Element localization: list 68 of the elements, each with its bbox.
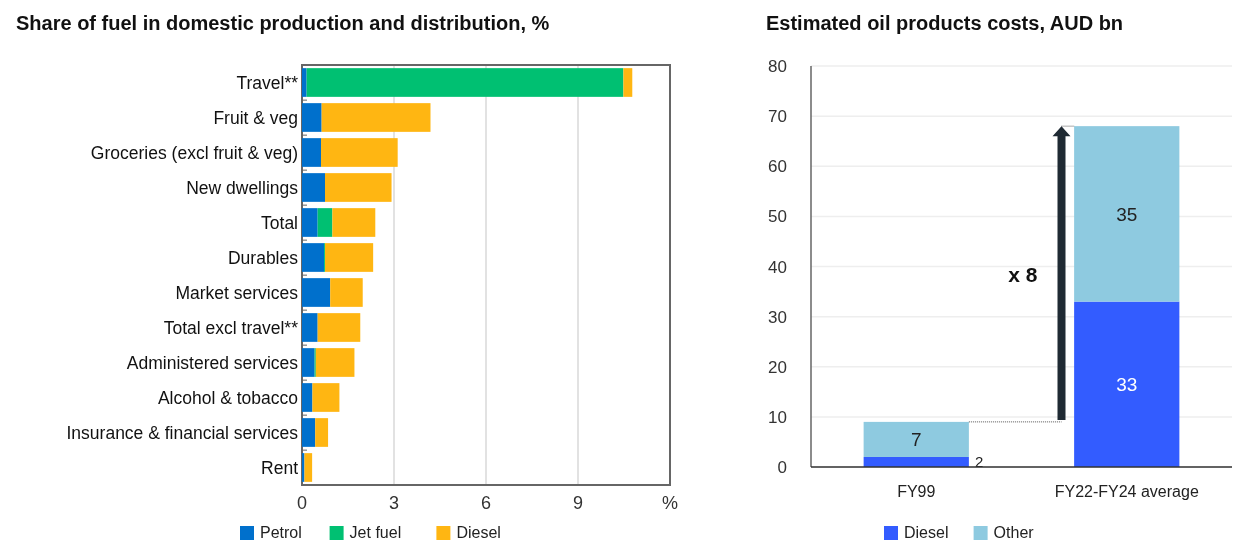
bar [302,418,316,447]
x-tick-label: 9 [572,493,584,513]
bar [302,208,318,237]
data-label: 2 [974,452,984,470]
bar [321,103,431,132]
y-tick-label: Fruit & veg [213,107,298,128]
bar [302,103,322,132]
data-label: 35 [1116,203,1138,225]
bar [302,313,318,342]
y-tick-label: Market services [175,282,299,303]
y-tick-label: 70 [768,107,787,127]
legend-label: Other [993,524,1035,541]
bar [623,68,633,97]
bar [332,208,376,237]
x-tick-label: FY22-FY24 average [1054,483,1199,500]
y-tick-label: New dwellings [186,177,299,198]
bar [321,138,398,167]
y-tick-label: Travel** [236,72,299,93]
bar [306,68,624,97]
bar [315,418,329,447]
bar [302,348,315,377]
y-tick-label: Administered services [126,352,299,373]
bar [325,243,374,272]
bar [330,278,363,307]
bar [325,173,392,202]
y-tick-label: 60 [768,157,787,177]
bar [863,456,969,467]
legend-label: Diesel [904,524,949,541]
bar [863,421,969,457]
bar [317,208,333,237]
y-tick-label: 30 [768,307,787,327]
bar [302,278,331,307]
annotation: x 8 [1008,263,1038,287]
y-tick-label: 40 [768,257,787,277]
bar [317,313,361,342]
bar [302,138,322,167]
data-label: 7 [910,429,922,451]
bar [304,453,313,482]
bar [302,383,313,412]
y-tick-label: Total excl travel** [163,317,299,338]
y-tick-label: Rent [261,457,299,478]
y-tick-label: Alcohol & tobacco [157,387,298,408]
y-tick-label: Total [261,212,298,233]
legend-label: Petrol [260,524,302,541]
y-tick-label: 10 [768,407,787,427]
bar [1074,301,1180,467]
chart-title: Share of fuel in domestic production and distribution, % [16,12,550,34]
bar [315,348,355,377]
bar [302,173,325,202]
bar [312,383,340,412]
bar [302,243,325,272]
chart-title: Estimated oil products costs, AUD bn [766,12,1124,34]
x-tick-label: 6 [480,493,492,513]
legend-label: Diesel [456,524,501,541]
y-tick-label: 20 [768,357,787,377]
y-tick-label: Insurance & financial services [66,422,299,443]
y-tick-label: Durables [227,247,299,268]
bar [1074,126,1180,302]
data-label: 33 [1116,374,1138,396]
legend-label: Jet fuel [349,524,402,541]
bar [302,68,307,97]
y-tick-label: 80 [768,57,787,76]
y-tick-label: Groceries (excl fruit & veg) [90,142,298,163]
y-tick-label: 50 [768,207,787,227]
y-tick-label: 0 [777,458,787,477]
x-tick-label: 3 [388,493,400,513]
x-tick-label: % [661,493,679,513]
x-tick-label: FY99 [897,483,936,500]
